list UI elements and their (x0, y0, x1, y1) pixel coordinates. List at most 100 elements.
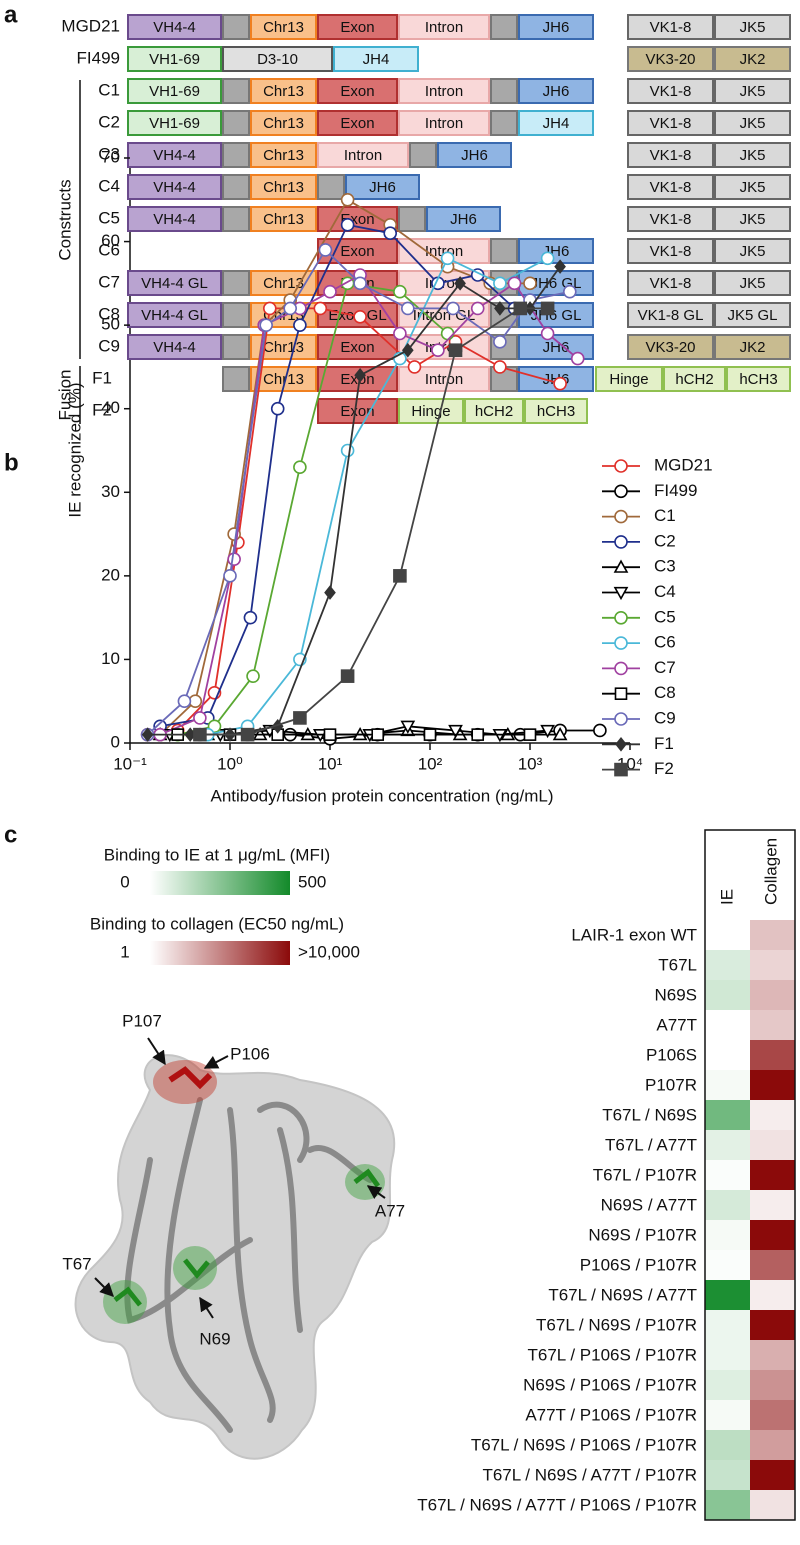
segment-label: Chr13 (263, 371, 304, 388)
legend-marker (614, 762, 628, 777)
gene-segment (127, 206, 222, 232)
segment-label: JK5 (740, 115, 766, 132)
segment-label: Chr13 (263, 83, 304, 100)
heatmap-cell (750, 1460, 795, 1490)
gene-segment (518, 110, 594, 136)
row-label: T67L / A77T (605, 1135, 697, 1154)
data-point (454, 276, 466, 291)
gene-segment (714, 302, 791, 328)
segment-label: VK1-8 (650, 83, 692, 100)
row-label: N69S / P107R (588, 1225, 697, 1244)
panel-label: a (4, 1, 18, 28)
segment-label: VK1-8 (650, 243, 692, 260)
data-point (552, 726, 568, 741)
legend-marker (614, 610, 628, 625)
gene-segment (518, 238, 594, 264)
data-point (423, 728, 437, 741)
segment-label: JH6 (369, 179, 396, 196)
data-point (371, 728, 385, 741)
heatmap-cell (705, 1370, 750, 1400)
row-label: A77T (656, 1015, 697, 1034)
gene-segment (726, 366, 791, 392)
data-point (193, 727, 207, 742)
segment-label: VK1-8 (650, 211, 692, 228)
gene-segment (317, 110, 398, 136)
heatmap-cell (750, 1370, 795, 1400)
data-point (540, 301, 555, 316)
row-label: T67L (658, 955, 697, 974)
data-point (593, 723, 607, 738)
row-label: C4 (98, 176, 120, 195)
gene-segment (333, 46, 419, 72)
gene-segment (127, 46, 222, 72)
gene-segment (518, 78, 594, 104)
data-point (401, 342, 414, 358)
legend-marker (614, 712, 628, 726)
segment-label: Chr13 (263, 211, 304, 228)
heatmap-cell (750, 980, 795, 1010)
heatmap-cell (705, 1160, 750, 1190)
legend-marker (613, 586, 629, 601)
data-point (243, 610, 258, 625)
legend-label: F2 (654, 759, 674, 778)
spacer-segment (222, 174, 250, 200)
segment-label: VH4-4 (153, 179, 196, 196)
segment-label: VH1-69 (149, 115, 200, 132)
segment-label: Hinge (411, 403, 450, 420)
spacer-segment (222, 334, 250, 360)
segment-label: JH6 GL (531, 307, 582, 324)
data-point (240, 727, 255, 742)
panel-label: b (4, 449, 19, 476)
gene-segment (345, 174, 420, 200)
data-point (401, 301, 415, 316)
series-line (207, 257, 549, 736)
spacer-segment (222, 366, 250, 392)
heatmap-cell (750, 950, 795, 980)
row-label: T67L / N69S / P106S / P107R (471, 1435, 697, 1454)
row-label: T67L / N69S / P107R (536, 1315, 697, 1334)
data-point (562, 284, 577, 299)
row-label: P106S / P107R (580, 1255, 697, 1274)
series-line (199, 307, 548, 736)
data-point (540, 724, 555, 739)
gene-segment (714, 110, 791, 136)
legend-label: C5 (654, 607, 676, 626)
segment-label: JK2 (740, 51, 766, 68)
segment-label: Exon (340, 339, 374, 356)
spacer-segment (490, 238, 518, 264)
gene-segment (714, 14, 791, 40)
data-point (448, 724, 463, 739)
segment-label: Chr13 (263, 275, 304, 292)
data-point (323, 728, 337, 741)
segment-label: JK5 (740, 275, 766, 292)
series-line (159, 223, 516, 728)
row-label: P107R (645, 1075, 697, 1094)
gene-segment (464, 398, 524, 424)
legend-label: C8 (654, 683, 676, 702)
spacer-segment (222, 142, 250, 168)
segment-label: VH4-4 (153, 339, 196, 356)
x-tick-label: 10¹ (318, 754, 343, 773)
heatmap-cell (750, 1340, 795, 1370)
gene-segment (127, 110, 222, 136)
data-point (223, 569, 237, 583)
panel-label: c (4, 821, 17, 848)
group-label: Constructs (55, 179, 74, 260)
data-point (354, 368, 366, 383)
heatmap-cell (705, 950, 750, 980)
data-point (523, 276, 537, 291)
y-tick-label: 20 (101, 565, 120, 584)
legend-marker (614, 687, 628, 701)
data-point (259, 318, 273, 332)
legend-label: MGD21 (654, 455, 713, 474)
x-tick-label: 10³ (518, 754, 543, 773)
heatmap-cell (705, 1430, 750, 1460)
heatmap-cell (750, 1250, 795, 1280)
data-point (293, 711, 307, 725)
legend-label: C3 (654, 557, 676, 576)
data-point (340, 443, 355, 458)
gene-segment (426, 206, 501, 232)
segment-label: JK5 (740, 83, 766, 100)
legend-label: C6 (654, 633, 676, 652)
row-label: T67L / N69S (602, 1105, 697, 1124)
